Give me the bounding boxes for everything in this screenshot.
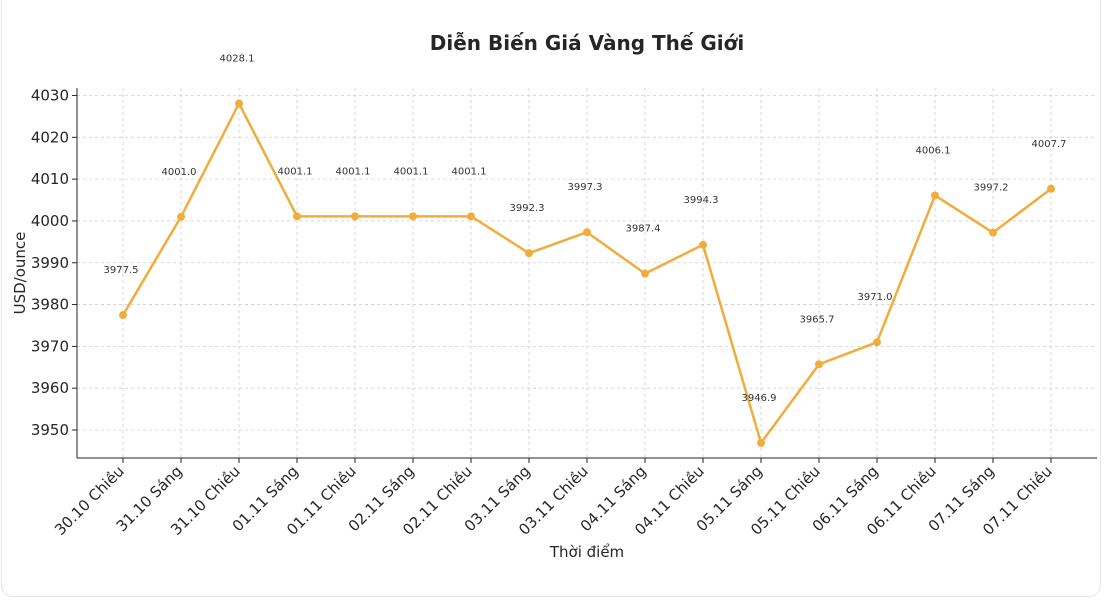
y-tick-label: 4020 — [31, 128, 69, 146]
data-label: 3992.3 — [510, 203, 545, 214]
y-tick-label: 3950 — [31, 421, 69, 439]
data-point — [815, 360, 823, 369]
y-tick-label: 3970 — [31, 337, 69, 355]
data-label: 4001.1 — [452, 166, 487, 177]
y-tick-label: 4030 — [31, 87, 69, 105]
data-label: 3997.2 — [974, 183, 1009, 194]
data-point — [525, 249, 533, 258]
data-label: 3977.5 — [104, 265, 139, 276]
data-point — [989, 228, 997, 237]
data-point — [641, 269, 649, 278]
data-point — [583, 228, 591, 237]
data-point — [931, 191, 939, 200]
data-label: 4001.1 — [336, 166, 371, 177]
data-point — [699, 240, 707, 249]
data-label: 3997.3 — [568, 182, 603, 193]
data-point — [351, 212, 359, 221]
data-point — [235, 99, 243, 108]
data-label: 4007.7 — [1032, 139, 1067, 150]
data-point — [1047, 184, 1055, 193]
y-axis-label: USD/ounce — [11, 232, 29, 315]
y-tick-label: 4000 — [31, 212, 69, 230]
data-point — [873, 338, 881, 347]
chart-title: Diễn Biến Giá Vàng Thế Giới — [430, 31, 745, 55]
data-point — [409, 212, 417, 221]
y-tick-label: 3960 — [31, 379, 69, 397]
data-label: 3994.3 — [684, 195, 719, 206]
data-label: 3965.7 — [800, 314, 835, 325]
data-label: 3946.9 — [742, 393, 777, 404]
data-label: 3987.4 — [626, 224, 661, 235]
data-label: 4001.1 — [394, 166, 429, 177]
y-tick-label: 3980 — [31, 296, 69, 314]
data-label: 4028.1 — [220, 53, 255, 64]
y-tick-label: 4010 — [31, 170, 69, 188]
x-axis-label: Thời điểm — [549, 543, 624, 561]
y-tick-label: 3990 — [31, 254, 69, 272]
data-label: 3971.0 — [858, 292, 893, 303]
data-label: 4001.0 — [162, 167, 197, 178]
data-point — [757, 438, 765, 447]
data-point — [119, 311, 127, 320]
data-point — [177, 212, 185, 221]
data-label: 4001.1 — [278, 166, 313, 177]
data-point — [293, 212, 301, 221]
data-point — [467, 212, 475, 221]
data-label: 4006.1 — [916, 145, 951, 156]
